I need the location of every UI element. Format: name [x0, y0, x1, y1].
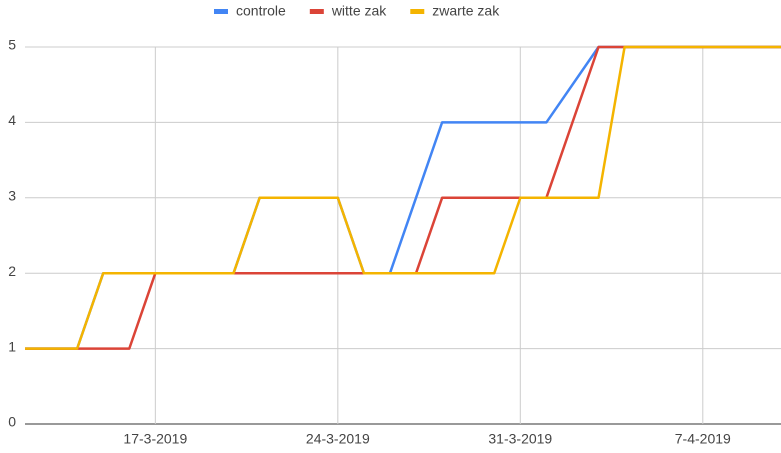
legend-swatch: [214, 9, 228, 14]
legend-swatch: [410, 9, 425, 14]
legend-label: zwarte zak: [432, 3, 500, 19]
x-tick-label: 31-3-2019: [488, 431, 552, 447]
legend: controle witte zak zwarte zak: [214, 3, 500, 19]
y-tick-label: 2: [8, 263, 16, 279]
y-tick-label: 5: [8, 37, 16, 53]
legend-label: controle: [236, 3, 286, 19]
y-tick-label: 0: [8, 414, 16, 430]
x-tick-label: 24-3-2019: [306, 431, 370, 447]
y-tick-label: 4: [8, 112, 16, 128]
x-tick-label: 7-4-2019: [675, 431, 731, 447]
y-tick-label: 3: [8, 188, 16, 204]
legend-label: witte zak: [331, 3, 387, 19]
legend-swatch: [309, 9, 324, 14]
x-tick-label: 17-3-2019: [123, 431, 187, 447]
series-line: [25, 45, 781, 350]
y-tick-label: 1: [8, 338, 16, 354]
